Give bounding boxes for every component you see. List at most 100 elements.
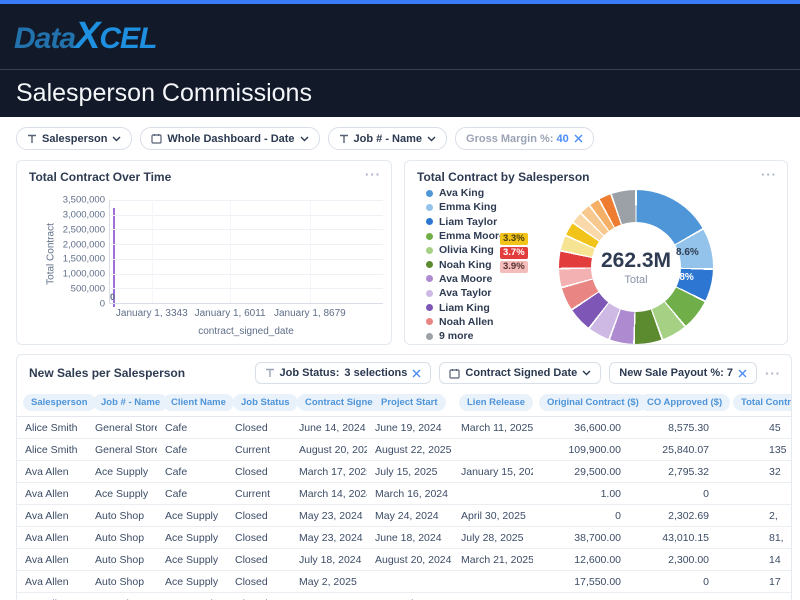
y-tick-label: 3,000,000 xyxy=(62,209,105,221)
column-header[interactable]: Lien Release xyxy=(459,394,534,411)
column-header-cell: CO Approved ($) xyxy=(633,394,731,411)
legend-dot xyxy=(426,218,433,226)
panel-menu-icon[interactable]: ··· xyxy=(765,365,781,381)
table-row: Alice Smith General Store Cafe Current Augus… xyxy=(17,439,791,461)
legend-label: Emma King xyxy=(439,201,497,214)
table-title: New Sales per Salesperson xyxy=(29,366,186,380)
table-cell: 1.00 xyxy=(600,487,621,500)
table-cell: Cafe xyxy=(165,487,188,500)
filter-gross-margin[interactable]: Gross Margin %: 40 xyxy=(455,127,594,150)
page-title: Salesperson Commissions xyxy=(16,79,312,107)
table-row: Alice Smith General Store Cafe Closed June 1… xyxy=(17,417,791,439)
legend-item[interactable]: Ava Taylor xyxy=(426,286,505,300)
table-cell: Ace Supply xyxy=(165,509,219,522)
close-icon[interactable] xyxy=(574,134,583,143)
table-cell: Closed xyxy=(227,598,291,600)
text-filter-icon xyxy=(339,134,348,143)
panel-menu-icon[interactable]: ··· xyxy=(761,167,777,182)
logo-text-cel: CEL xyxy=(99,22,157,55)
filter-label: Contract Signed Date xyxy=(465,367,578,379)
legend-item[interactable]: 9 more xyxy=(426,329,505,343)
y-axis-ticks: 3,500,000 3,000,000 2,500,000 2,000,000 1,50… xyxy=(57,195,105,310)
calendar-icon xyxy=(449,368,461,379)
legend-item[interactable]: Noah Allen xyxy=(426,315,505,329)
legend-dot xyxy=(426,289,433,297)
legend-item[interactable]: Emma Moore xyxy=(426,229,505,243)
filter-label: Salesperson xyxy=(42,132,108,145)
column-header[interactable]: Project Start xyxy=(373,394,446,411)
filter-job-name[interactable]: Job # - Name xyxy=(327,127,448,150)
column-header[interactable]: Job Status xyxy=(233,394,298,411)
legend-label: Olivia King xyxy=(439,244,494,257)
filter-new-sale-payout[interactable]: New Sale Payout %: 7 xyxy=(609,362,757,384)
column-header-cell: Job Status xyxy=(227,394,298,411)
filter-value: 7 xyxy=(726,367,733,379)
donut-chart[interactable]: 262.3M Total xyxy=(559,190,713,344)
legend-item[interactable]: Liam King xyxy=(426,300,505,314)
data-series-spike[interactable] xyxy=(113,208,115,307)
table-cell: 38,700.00 xyxy=(574,531,621,544)
table-cell: May 23, 2024 xyxy=(299,531,363,544)
column-header[interactable]: Total Contr xyxy=(733,394,791,411)
table-cell: Current xyxy=(235,443,271,456)
donut-total-value: 262.3M xyxy=(600,248,672,272)
column-header-cell: Contract Signed xyxy=(291,394,387,411)
legend-item[interactable]: Olivia King xyxy=(426,243,505,257)
table-cell: 32 xyxy=(769,465,781,478)
table-cell: June 18, 2024 xyxy=(375,531,442,544)
table-cell: Auto Shop xyxy=(95,509,145,522)
legend-item[interactable]: Ava King xyxy=(426,186,505,200)
y-tick-label: 1,500,000 xyxy=(62,253,105,265)
column-header[interactable]: Salesperson xyxy=(23,394,96,411)
column-header[interactable]: Client Name xyxy=(163,394,234,411)
filter-job-status[interactable]: Job Status: 3 selections xyxy=(254,362,432,384)
gridline xyxy=(151,200,153,303)
column-header[interactable]: Original Contract ($) xyxy=(539,394,647,411)
panel-menu-icon[interactable]: ··· xyxy=(365,167,381,182)
column-header[interactable]: Job # - Name xyxy=(93,394,169,411)
legend-item[interactable]: Ava Moore xyxy=(426,272,505,286)
y-tick-label: 2,000,000 xyxy=(62,239,105,251)
table-cell: 17,550.00 xyxy=(574,575,621,588)
filter-contract-signed-date[interactable]: Contract Signed Date xyxy=(439,362,602,384)
close-icon[interactable] xyxy=(738,369,747,378)
x-axis-label: contract_signed_date xyxy=(198,326,294,337)
legend-item[interactable]: Liam Taylor xyxy=(426,215,505,229)
table-cell: July 18, 2024 xyxy=(299,553,362,566)
legend-item[interactable]: Noah King xyxy=(426,257,505,271)
filter-salesperson[interactable]: Salesperson xyxy=(16,127,133,150)
table-cell: 135 xyxy=(769,443,787,456)
legend-item[interactable]: Emma King xyxy=(426,200,505,214)
y-tick-label: 500,000 xyxy=(70,283,105,295)
table-column-headers: Salesperson Job # - Name Client Name Job St… xyxy=(17,390,791,417)
slice-label-chip: 3.7% xyxy=(500,247,528,259)
chevron-down-icon xyxy=(427,136,436,141)
table-cell: Auto Shop xyxy=(95,531,145,544)
legend-label: Noah King xyxy=(439,258,492,271)
donut-center: 262.3M Total xyxy=(591,222,681,312)
column-header[interactable]: CO Approved ($) xyxy=(639,394,731,411)
filter-dashboard-date[interactable]: Whole Dashboard - Date xyxy=(140,127,320,150)
table-cell: Closed xyxy=(235,421,268,434)
table-cell: March 11, 2025 xyxy=(461,421,533,434)
donut-chart-title: Total Contract by Salesperson xyxy=(417,170,590,184)
charts-row: Total Contract Over Time ··· Total Contr… xyxy=(0,156,800,345)
line-chart-plot: 0 January 1, 3343 January 1, 6011 January … xyxy=(109,200,383,319)
table-panel: New Sales per Salesperson Job Status: 3 … xyxy=(16,354,792,600)
filter-label: Gross Margin %: xyxy=(466,132,554,145)
table-cell: Cafe xyxy=(165,465,188,478)
gridline xyxy=(110,200,383,201)
y-axis-label: Total Contract xyxy=(45,223,57,285)
column-header[interactable]: Contract Signed xyxy=(297,394,387,411)
filter-value-group: New Sale Payout %: 7 xyxy=(619,367,733,379)
close-icon[interactable] xyxy=(412,369,421,378)
legend-label: Ava Taylor xyxy=(439,287,492,300)
gridline xyxy=(110,288,383,290)
table-cell: Ava Allen xyxy=(25,553,69,566)
table-cell: September 22, 2025 xyxy=(367,598,453,600)
gridline xyxy=(110,303,383,304)
table-cell: Current xyxy=(235,487,271,500)
table-cell: Cafe xyxy=(165,443,188,456)
table-cell: 0 xyxy=(615,509,621,522)
